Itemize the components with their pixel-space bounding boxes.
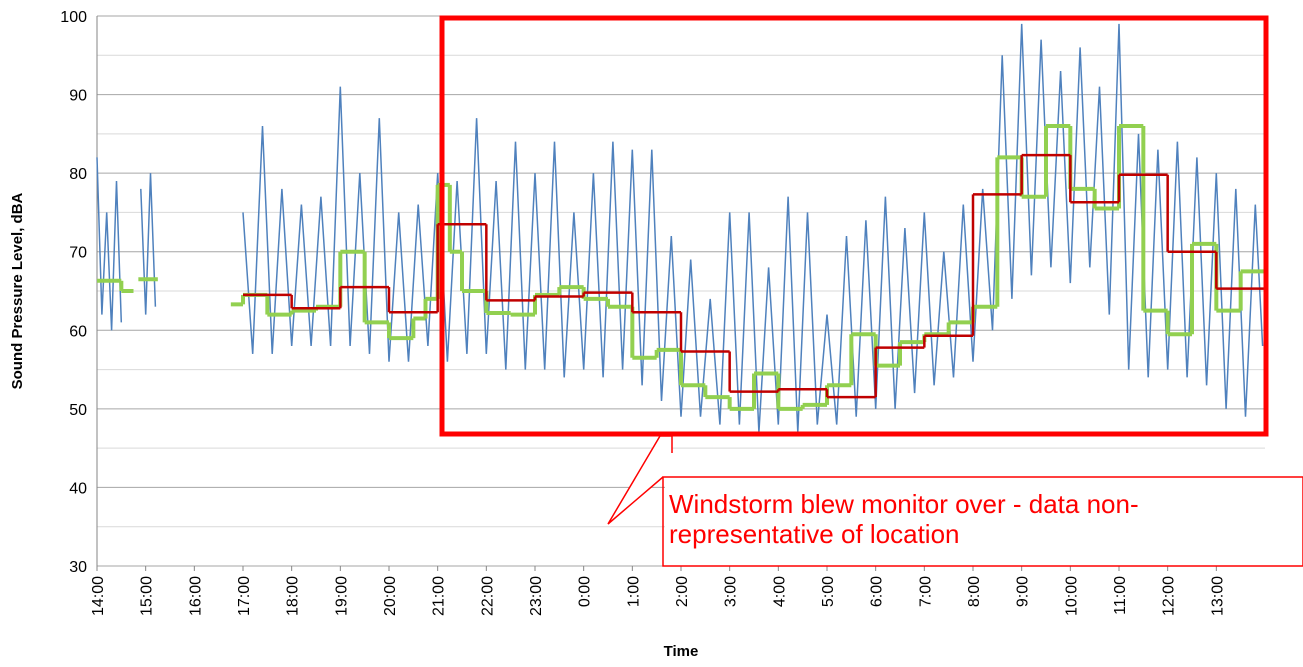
x-tick-label: 23:00: [528, 576, 545, 616]
x-tick-label: 9:00: [1015, 576, 1032, 607]
x-tick-label: 18:00: [285, 576, 302, 616]
y-tick-label: 90: [69, 88, 87, 105]
y-axis-title: Sound Pressure Level, dBA: [9, 192, 26, 389]
x-tick-label: 2:00: [674, 576, 691, 607]
callout-pointer: [607, 435, 673, 525]
x-tick-label: 13:00: [1209, 576, 1226, 616]
x-tick-label: 16:00: [187, 576, 204, 616]
x-tick-label: 22:00: [479, 576, 496, 616]
x-tick-label: 6:00: [869, 576, 886, 607]
x-tick-label: 5:00: [820, 576, 837, 607]
x-axis-title: Time: [664, 643, 699, 660]
y-tick-label: 100: [60, 9, 87, 26]
highlight-box: [439, 15, 1269, 437]
x-tick-label: 20:00: [382, 576, 399, 616]
x-tick-label: 8:00: [966, 576, 983, 607]
y-tick-label: 50: [69, 402, 87, 419]
x-tick-label: 15:00: [139, 576, 156, 616]
x-tick-label: 14:00: [90, 576, 107, 616]
x-tick-label: 12:00: [1161, 576, 1178, 616]
x-tick-label: 19:00: [333, 576, 350, 616]
x-tick-label: 1:00: [625, 576, 642, 607]
y-tick-label: 60: [69, 323, 87, 340]
x-tick-label: 4:00: [771, 576, 788, 607]
x-tick-label: 3:00: [723, 576, 740, 607]
x-tick-label: 7:00: [917, 576, 934, 607]
y-tick-label: 70: [69, 245, 87, 262]
series-line: [96, 23, 1264, 433]
x-tick-label: 0:00: [577, 576, 594, 607]
y-tick-label: 40: [69, 480, 87, 497]
x-tick-label: 10:00: [1063, 576, 1080, 616]
y-tick-label: 80: [69, 166, 87, 183]
callout-box: [662, 476, 1303, 567]
annotation: Windstorm blew monitor over - data non-r…: [665, 479, 1285, 565]
x-tick-label: 11:00: [1112, 576, 1129, 615]
x-tick-label: 21:00: [431, 576, 448, 616]
y-tick-label: 30: [69, 559, 87, 576]
x-tick-label: 17:00: [236, 576, 253, 616]
